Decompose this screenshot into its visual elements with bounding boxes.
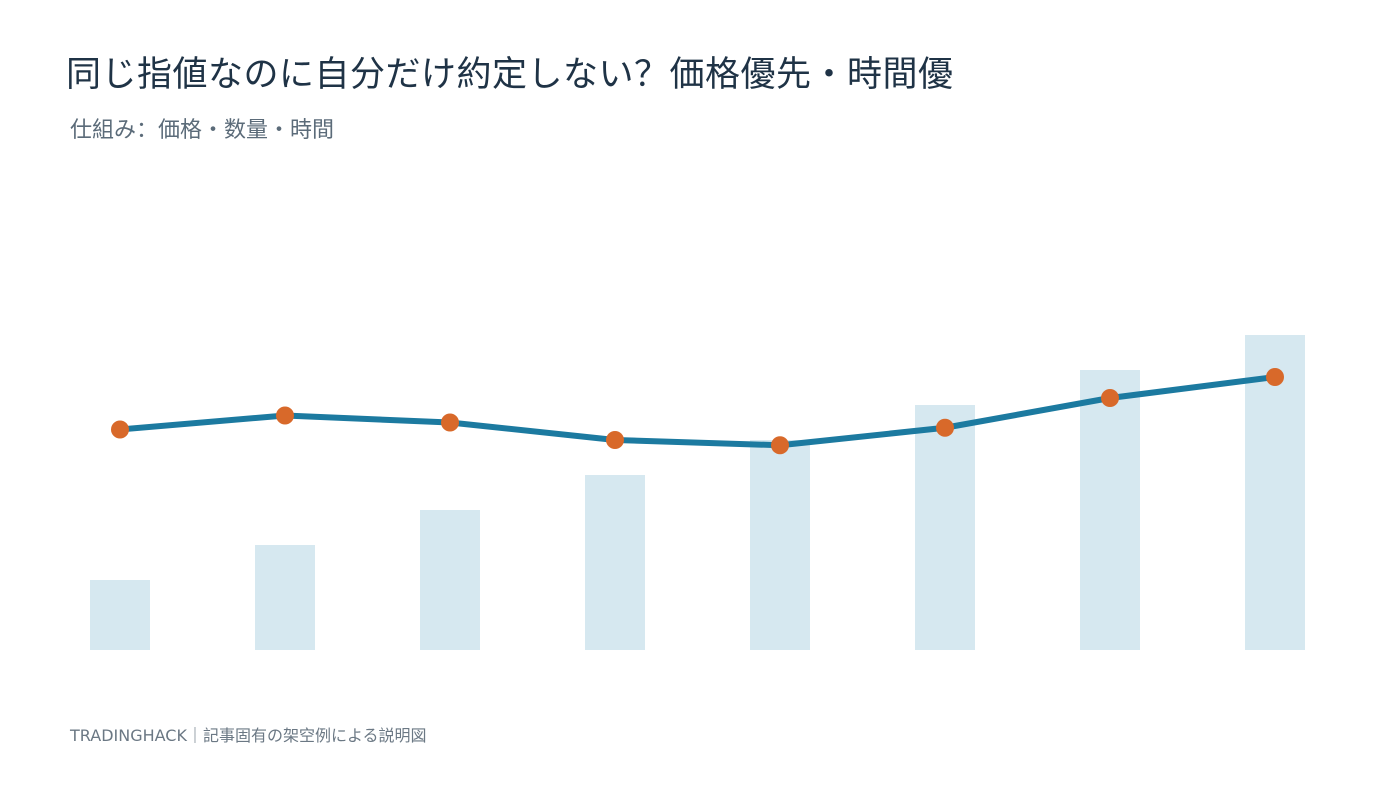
chart-subtitle: 仕組み：価格・数量・時間 <box>70 118 335 143</box>
bar-6 <box>915 405 975 650</box>
bar-4 <box>585 475 645 650</box>
marker-series <box>111 368 1284 455</box>
line-point-5 <box>771 436 789 455</box>
bar-3 <box>420 510 480 650</box>
line-point-3 <box>441 413 459 432</box>
bar-7 <box>1080 370 1140 650</box>
line-point-1 <box>111 420 129 439</box>
source-credit: TRADINGHACK｜記事固有の架空例による説明図 <box>70 726 427 745</box>
line-point-7 <box>1101 389 1119 407</box>
chart-title: 同じ指値なのに自分だけ約定しない？価格優先・時間優 <box>66 55 954 95</box>
line-path <box>117 374 1278 449</box>
bar-1 <box>90 580 150 650</box>
line-point-4 <box>606 431 624 449</box>
bar-8 <box>1245 335 1305 650</box>
line-point-8 <box>1266 368 1284 386</box>
bar-series <box>90 335 1305 650</box>
line-series <box>117 374 1278 449</box>
line-point-2 <box>276 406 294 425</box>
bar-5 <box>750 440 810 650</box>
bar-2 <box>255 545 315 650</box>
line-point-6 <box>936 418 954 437</box>
